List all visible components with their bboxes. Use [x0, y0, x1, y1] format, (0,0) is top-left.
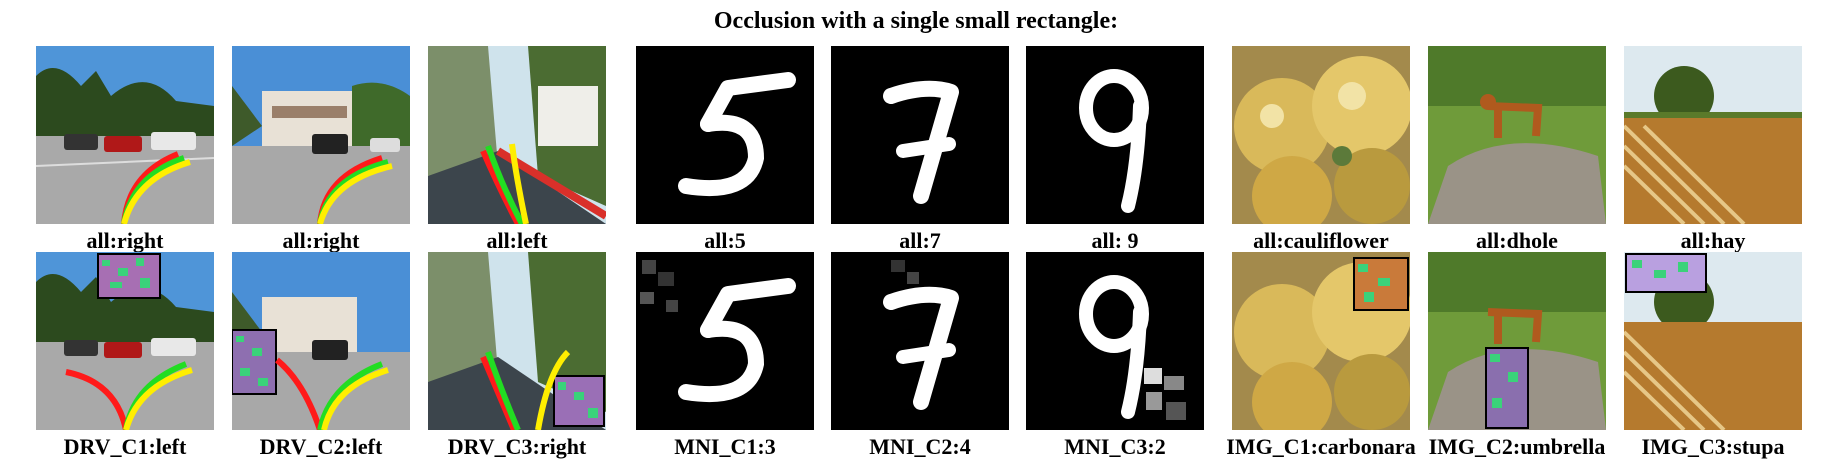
figure-title: Occlusion with a single small rectangle: — [713, 8, 1119, 34]
bottom-caption: IMG_C2:umbrella — [1428, 434, 1606, 459]
top-caption: all: 9 — [1091, 228, 1139, 253]
top-caption: all:right — [282, 228, 360, 253]
top-caption: all:5 — [704, 228, 746, 253]
bottom-caption: MNI_C2:4 — [869, 434, 971, 459]
bottom-caption: IMG_C3:stupa — [1641, 434, 1785, 459]
top-caption: all:right — [86, 228, 164, 253]
top-caption: all:hay — [1680, 228, 1746, 253]
top-caption: all:7 — [899, 228, 941, 253]
bottom-caption: IMG_C1:carbonara — [1226, 434, 1416, 459]
top-caption: all:dhole — [1476, 228, 1558, 253]
bottom-caption: DRV_C3:right — [447, 434, 587, 459]
top-caption: all:cauliflower — [1253, 228, 1389, 253]
bottom-caption: DRV_C1:left — [63, 434, 187, 459]
bottom-caption: MNI_C3:2 — [1064, 434, 1166, 459]
bottom-caption: DRV_C2:left — [259, 434, 383, 459]
top-caption: all:left — [486, 228, 548, 253]
bottom-caption: MNI_C1:3 — [674, 434, 776, 459]
